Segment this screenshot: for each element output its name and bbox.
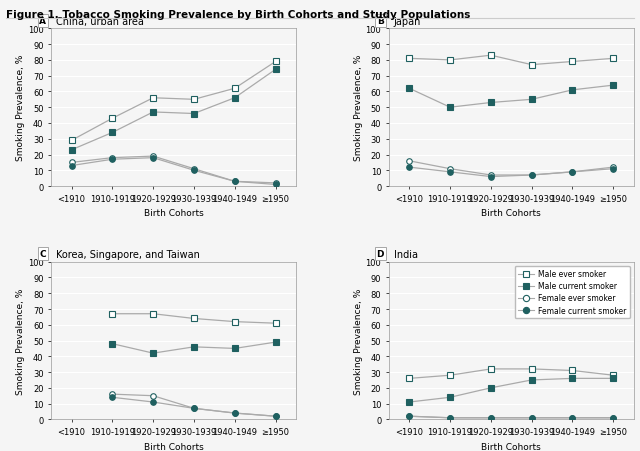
Text: Figure 1. Tobacco Smoking Prevalence by Birth Cohorts and Study Populations: Figure 1. Tobacco Smoking Prevalence by …: [6, 10, 471, 20]
Y-axis label: Smoking Prevalence, %: Smoking Prevalence, %: [354, 55, 363, 161]
Text: India: India: [394, 249, 418, 259]
Y-axis label: Smoking Prevalence, %: Smoking Prevalence, %: [16, 55, 25, 161]
X-axis label: Birth Cohorts: Birth Cohorts: [143, 442, 204, 451]
Text: D: D: [376, 249, 384, 258]
X-axis label: Birth Cohorts: Birth Cohorts: [143, 209, 204, 218]
Text: China, urban area: China, urban area: [56, 17, 144, 27]
Text: A: A: [39, 17, 46, 26]
Text: Korea, Singapore, and Taiwan: Korea, Singapore, and Taiwan: [56, 249, 200, 259]
Text: Japan: Japan: [394, 17, 421, 27]
Y-axis label: Smoking Prevalence, %: Smoking Prevalence, %: [16, 288, 25, 394]
Y-axis label: Smoking Prevalence, %: Smoking Prevalence, %: [354, 288, 363, 394]
Legend: Male ever smoker, Male current smoker, Female ever smoker, Female current smoker: Male ever smoker, Male current smoker, F…: [515, 266, 630, 318]
X-axis label: Birth Cohorts: Birth Cohorts: [481, 442, 541, 451]
Text: B: B: [377, 17, 384, 26]
Text: C: C: [40, 249, 46, 258]
X-axis label: Birth Cohorts: Birth Cohorts: [481, 209, 541, 218]
